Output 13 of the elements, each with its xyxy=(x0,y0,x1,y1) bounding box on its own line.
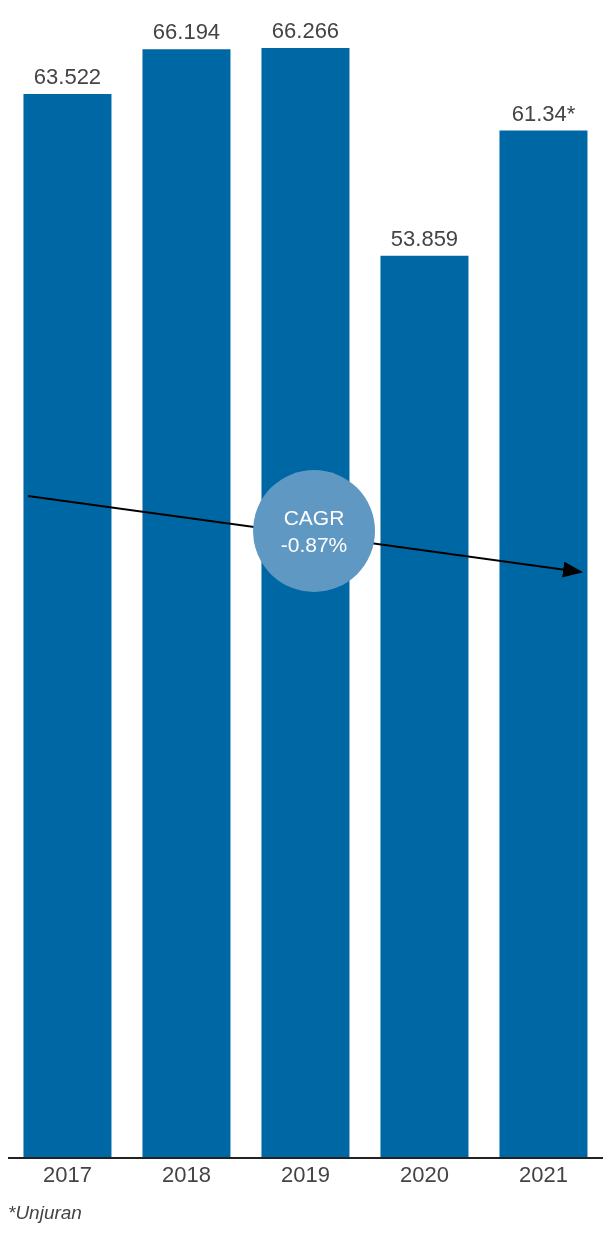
data-label: 53.859 xyxy=(390,225,459,251)
data-label: 61.34* xyxy=(511,100,576,126)
circle-badge: CAGR -0.87% xyxy=(253,470,375,592)
text: *Unjuran xyxy=(8,1202,83,1224)
x-tick-label: 2021 xyxy=(519,1161,568,1187)
data-label: 66.266 xyxy=(271,18,340,43)
x-tick-label: 2018 xyxy=(162,1161,211,1187)
x-tick-label: 2019 xyxy=(281,1161,330,1187)
x-tick-label: 2017 xyxy=(43,1161,92,1187)
x-tick-label: 2020 xyxy=(400,1161,449,1187)
data-label: 66.194 xyxy=(152,19,221,45)
annotation: CAGR -0.87% xyxy=(279,505,349,558)
data-label: 63.522 xyxy=(33,63,102,89)
